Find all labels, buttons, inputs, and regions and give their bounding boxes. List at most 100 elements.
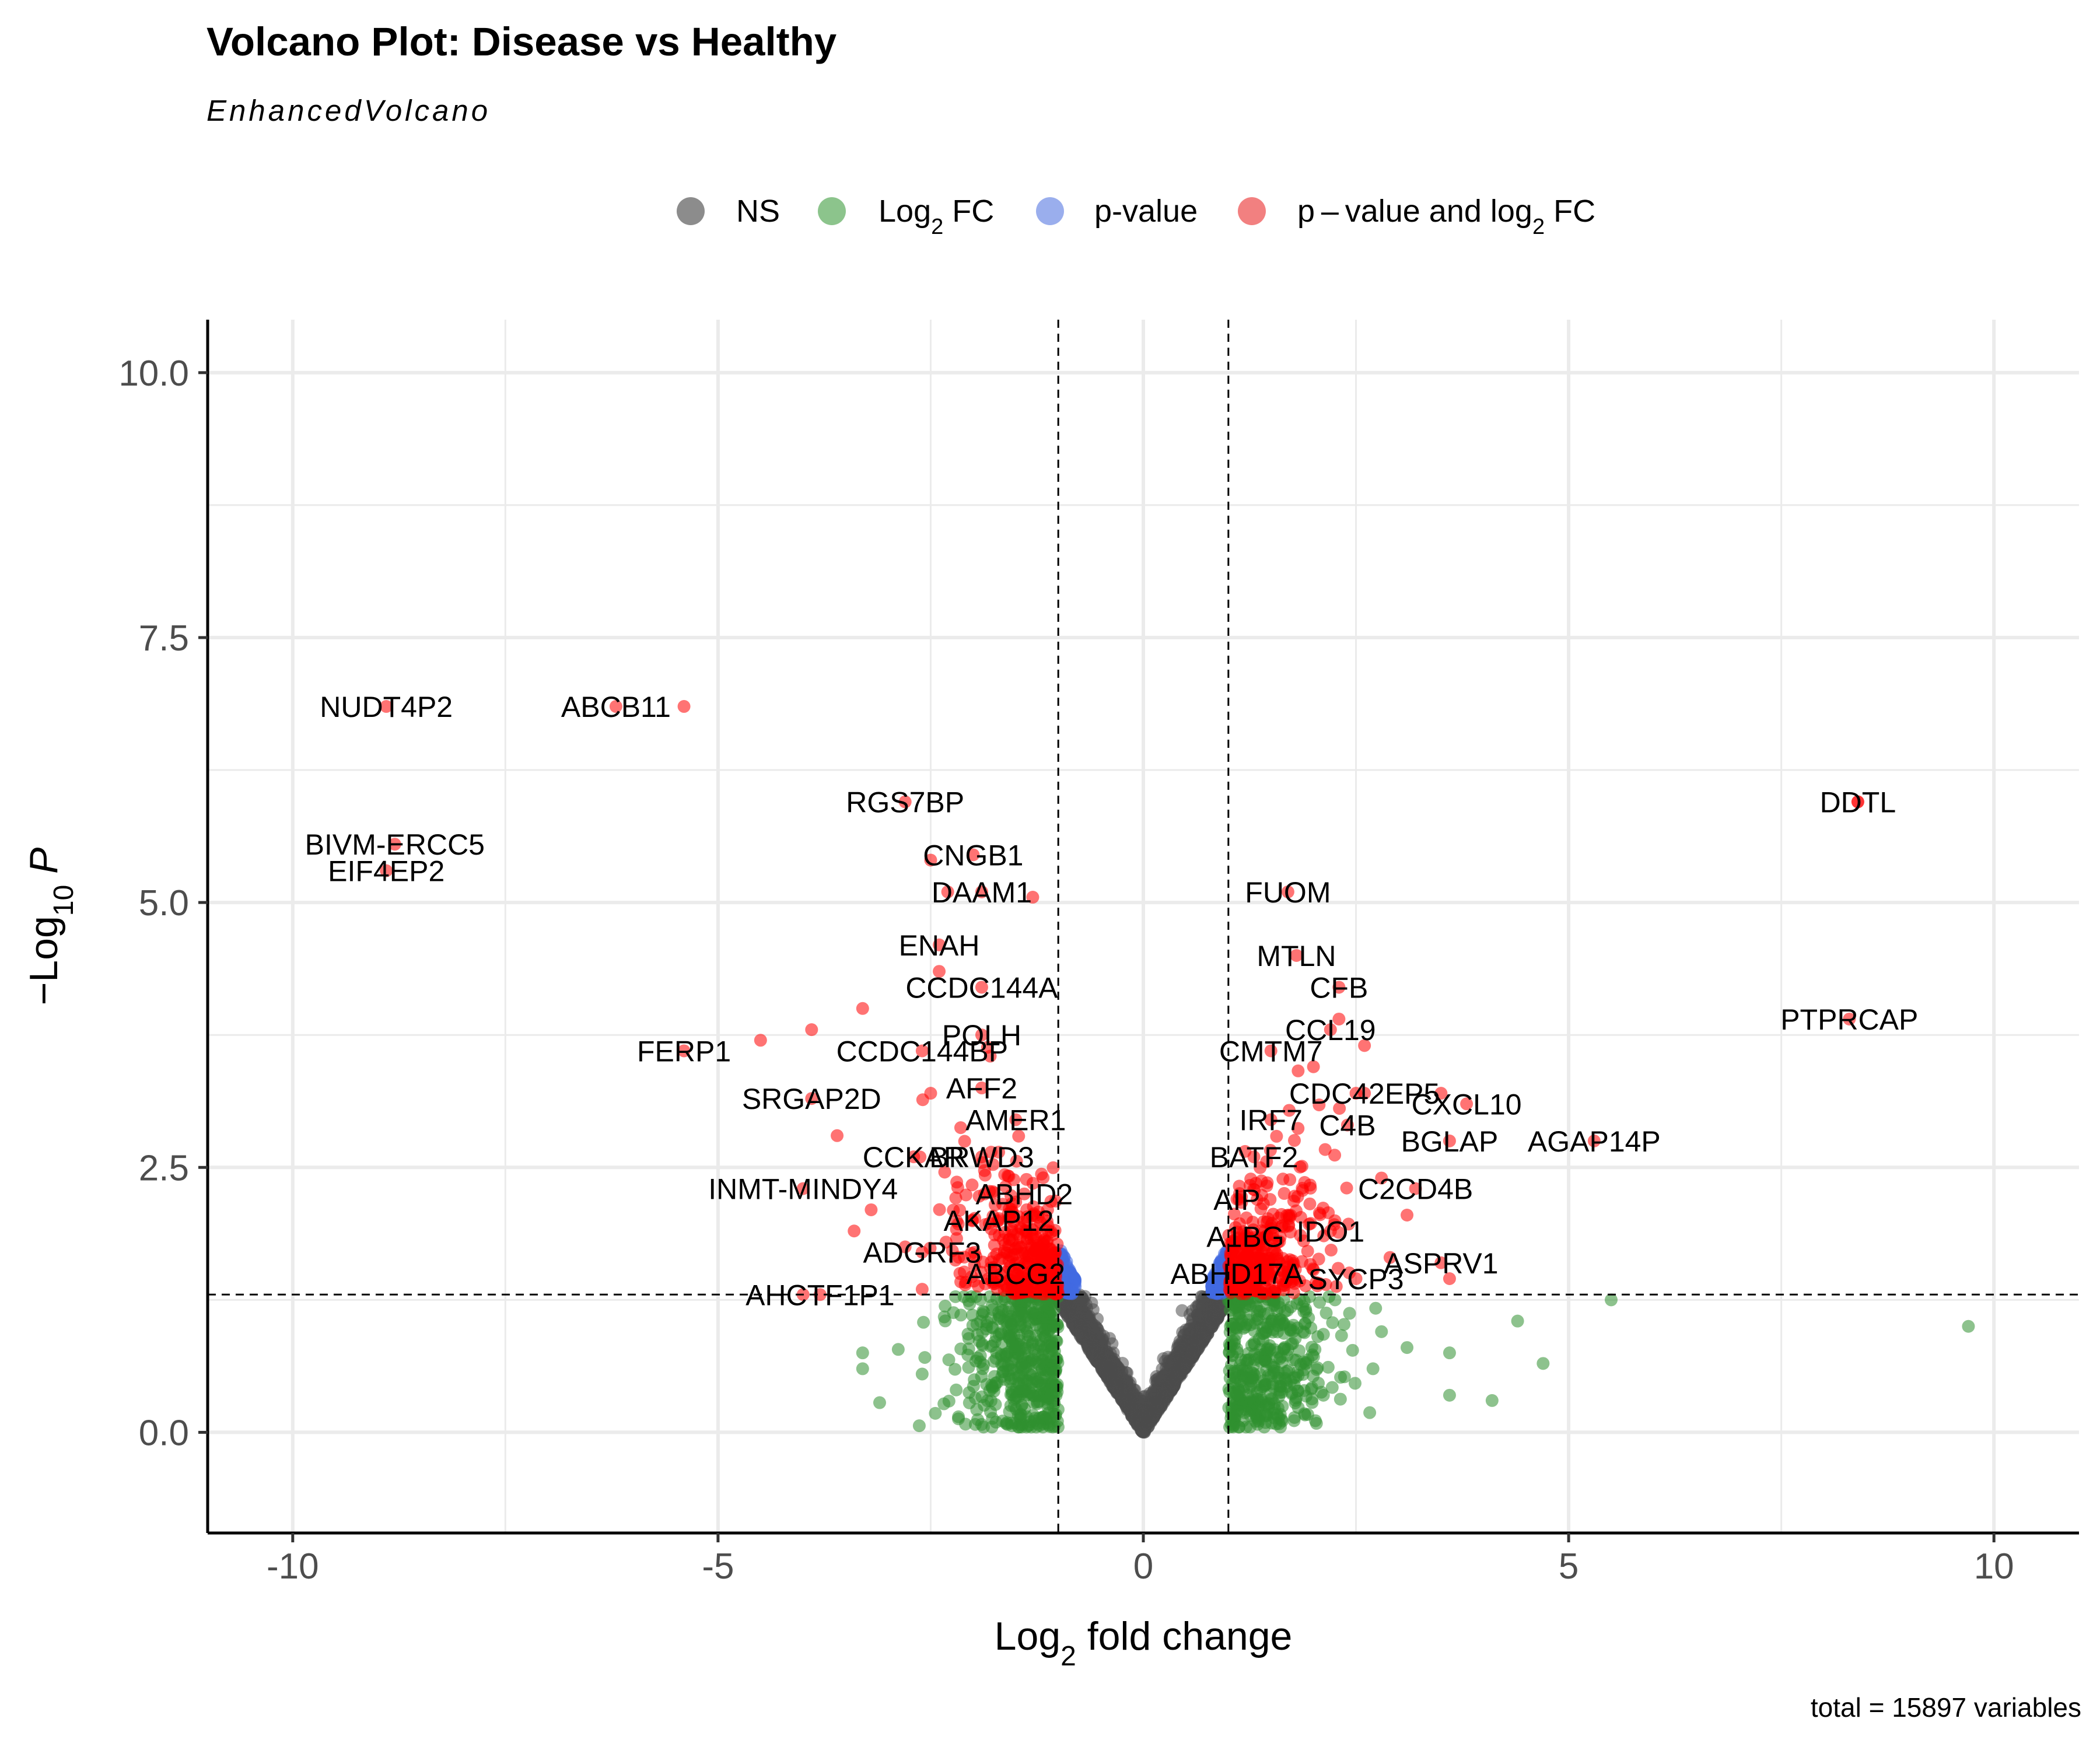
point-log2fc bbox=[974, 1293, 987, 1306]
point-log2fc bbox=[1046, 1336, 1059, 1350]
point-both bbox=[988, 1238, 1001, 1252]
point-log2fc bbox=[950, 1383, 963, 1396]
point-log2fc bbox=[1005, 1363, 1018, 1376]
point-both bbox=[959, 1188, 972, 1202]
y-tick-label: 2.5 bbox=[139, 1148, 189, 1188]
point-ns bbox=[1130, 1409, 1143, 1423]
point-both bbox=[1292, 1122, 1305, 1135]
point-log2fc bbox=[970, 1403, 984, 1416]
point-log2fc bbox=[1283, 1323, 1297, 1336]
point-both bbox=[949, 1191, 963, 1205]
point-log2fc bbox=[959, 1418, 972, 1431]
point-log2fc bbox=[1280, 1376, 1293, 1390]
gene-label: FERP1 bbox=[637, 1035, 731, 1068]
point-ns bbox=[1212, 1304, 1225, 1317]
point-log2fc bbox=[1009, 1339, 1023, 1353]
gene-label: AHCTF1P1 bbox=[746, 1279, 895, 1311]
gene-label: AMER1 bbox=[965, 1104, 1066, 1137]
point-both bbox=[1328, 1149, 1342, 1162]
point-both bbox=[1340, 1181, 1353, 1195]
point-log2fc bbox=[1010, 1382, 1023, 1395]
point-ns bbox=[1134, 1423, 1147, 1437]
point-log2fc bbox=[915, 1367, 929, 1381]
point-log2fc bbox=[1243, 1420, 1256, 1434]
point-both bbox=[1024, 1241, 1038, 1255]
gene-label: DAAM1 bbox=[932, 876, 1032, 909]
point-log2fc bbox=[929, 1406, 942, 1420]
gene-label: ADGRF3 bbox=[863, 1237, 981, 1269]
y-tick-label: 0.0 bbox=[139, 1413, 189, 1453]
point-log2fc bbox=[1285, 1387, 1298, 1401]
point-ns bbox=[1163, 1377, 1177, 1391]
point-log2fc bbox=[1244, 1374, 1258, 1388]
point-both bbox=[1283, 1173, 1297, 1186]
point-log2fc bbox=[1020, 1420, 1033, 1434]
point-log2fc bbox=[1334, 1371, 1348, 1384]
point-log2fc bbox=[1366, 1362, 1380, 1376]
point-pvalue bbox=[1212, 1259, 1226, 1273]
point-ns bbox=[1146, 1404, 1160, 1417]
point-ns bbox=[1195, 1297, 1209, 1311]
point-log2fc bbox=[1256, 1321, 1270, 1334]
point-log2fc bbox=[1297, 1305, 1311, 1318]
point-both bbox=[754, 1034, 767, 1047]
point-log2fc bbox=[1262, 1307, 1275, 1320]
point-log2fc bbox=[1026, 1353, 1040, 1366]
gene-label: DDTL bbox=[1820, 786, 1896, 819]
point-log2fc bbox=[986, 1412, 999, 1425]
point-ns bbox=[1141, 1413, 1154, 1427]
point-log2fc bbox=[975, 1390, 989, 1404]
point-log2fc bbox=[947, 1306, 960, 1320]
gene-label: RGS7BP bbox=[846, 786, 964, 819]
chart-title: Volcano Plot: Disease vs Healthy bbox=[206, 19, 837, 64]
point-log2fc bbox=[949, 1363, 962, 1376]
point-log2fc bbox=[1259, 1409, 1273, 1423]
gene-label: A1BG bbox=[1206, 1220, 1284, 1253]
point-log2fc bbox=[1230, 1388, 1243, 1401]
point-log2fc bbox=[1040, 1355, 1053, 1368]
y-tick-label: 5.0 bbox=[139, 883, 189, 923]
gene-label: C2CD4B bbox=[1358, 1173, 1473, 1206]
legend-key-both bbox=[1238, 197, 1266, 225]
point-ns bbox=[1101, 1350, 1115, 1363]
point-both bbox=[1278, 1186, 1291, 1200]
point-log2fc bbox=[961, 1327, 975, 1340]
point-both bbox=[1270, 1129, 1283, 1143]
point-log2fc bbox=[1029, 1306, 1042, 1320]
point-log2fc bbox=[918, 1351, 932, 1364]
point-log2fc bbox=[1000, 1416, 1014, 1429]
point-log2fc bbox=[1511, 1314, 1524, 1328]
chart-subtitle: EnhancedVolcano bbox=[206, 94, 491, 127]
point-both bbox=[1288, 1189, 1301, 1203]
point-log2fc bbox=[1272, 1366, 1285, 1379]
point-log2fc bbox=[1266, 1325, 1279, 1339]
y-tick-label: 7.5 bbox=[139, 618, 189, 659]
gene-label: AFF2 bbox=[946, 1072, 1017, 1105]
point-log2fc bbox=[1287, 1414, 1301, 1427]
point-log2fc bbox=[856, 1346, 869, 1360]
point-ns bbox=[1121, 1391, 1134, 1405]
gene-label: CFB bbox=[1310, 971, 1368, 1004]
x-tick-label: -10 bbox=[267, 1546, 319, 1587]
legend-label-Log2FC: Log2 FC bbox=[878, 194, 994, 239]
gene-label: CXCL10 bbox=[1412, 1088, 1522, 1121]
point-ns bbox=[1189, 1330, 1203, 1343]
point-log2fc bbox=[1004, 1399, 1017, 1412]
legend-key-Log2FC bbox=[818, 197, 846, 225]
point-log2fc bbox=[992, 1328, 1006, 1341]
point-log2fc bbox=[1240, 1395, 1254, 1409]
x-tick-label: 10 bbox=[1974, 1546, 2014, 1587]
point-log2fc bbox=[1257, 1374, 1270, 1387]
point-ns bbox=[1079, 1332, 1093, 1346]
y-tick-label: 10.0 bbox=[118, 354, 189, 394]
point-both bbox=[1035, 1167, 1048, 1181]
point-log2fc bbox=[1369, 1301, 1382, 1315]
point-log2fc bbox=[1338, 1318, 1351, 1331]
point-both bbox=[1401, 1209, 1414, 1222]
gene-label: NUDT4P2 bbox=[320, 691, 453, 723]
legend-label-both: p – value and log2 FC bbox=[1297, 194, 1595, 239]
gene-label: AGAP14P bbox=[1528, 1125, 1661, 1158]
point-log2fc bbox=[962, 1361, 975, 1374]
point-log2fc bbox=[942, 1353, 956, 1367]
point-log2fc bbox=[1536, 1357, 1550, 1370]
